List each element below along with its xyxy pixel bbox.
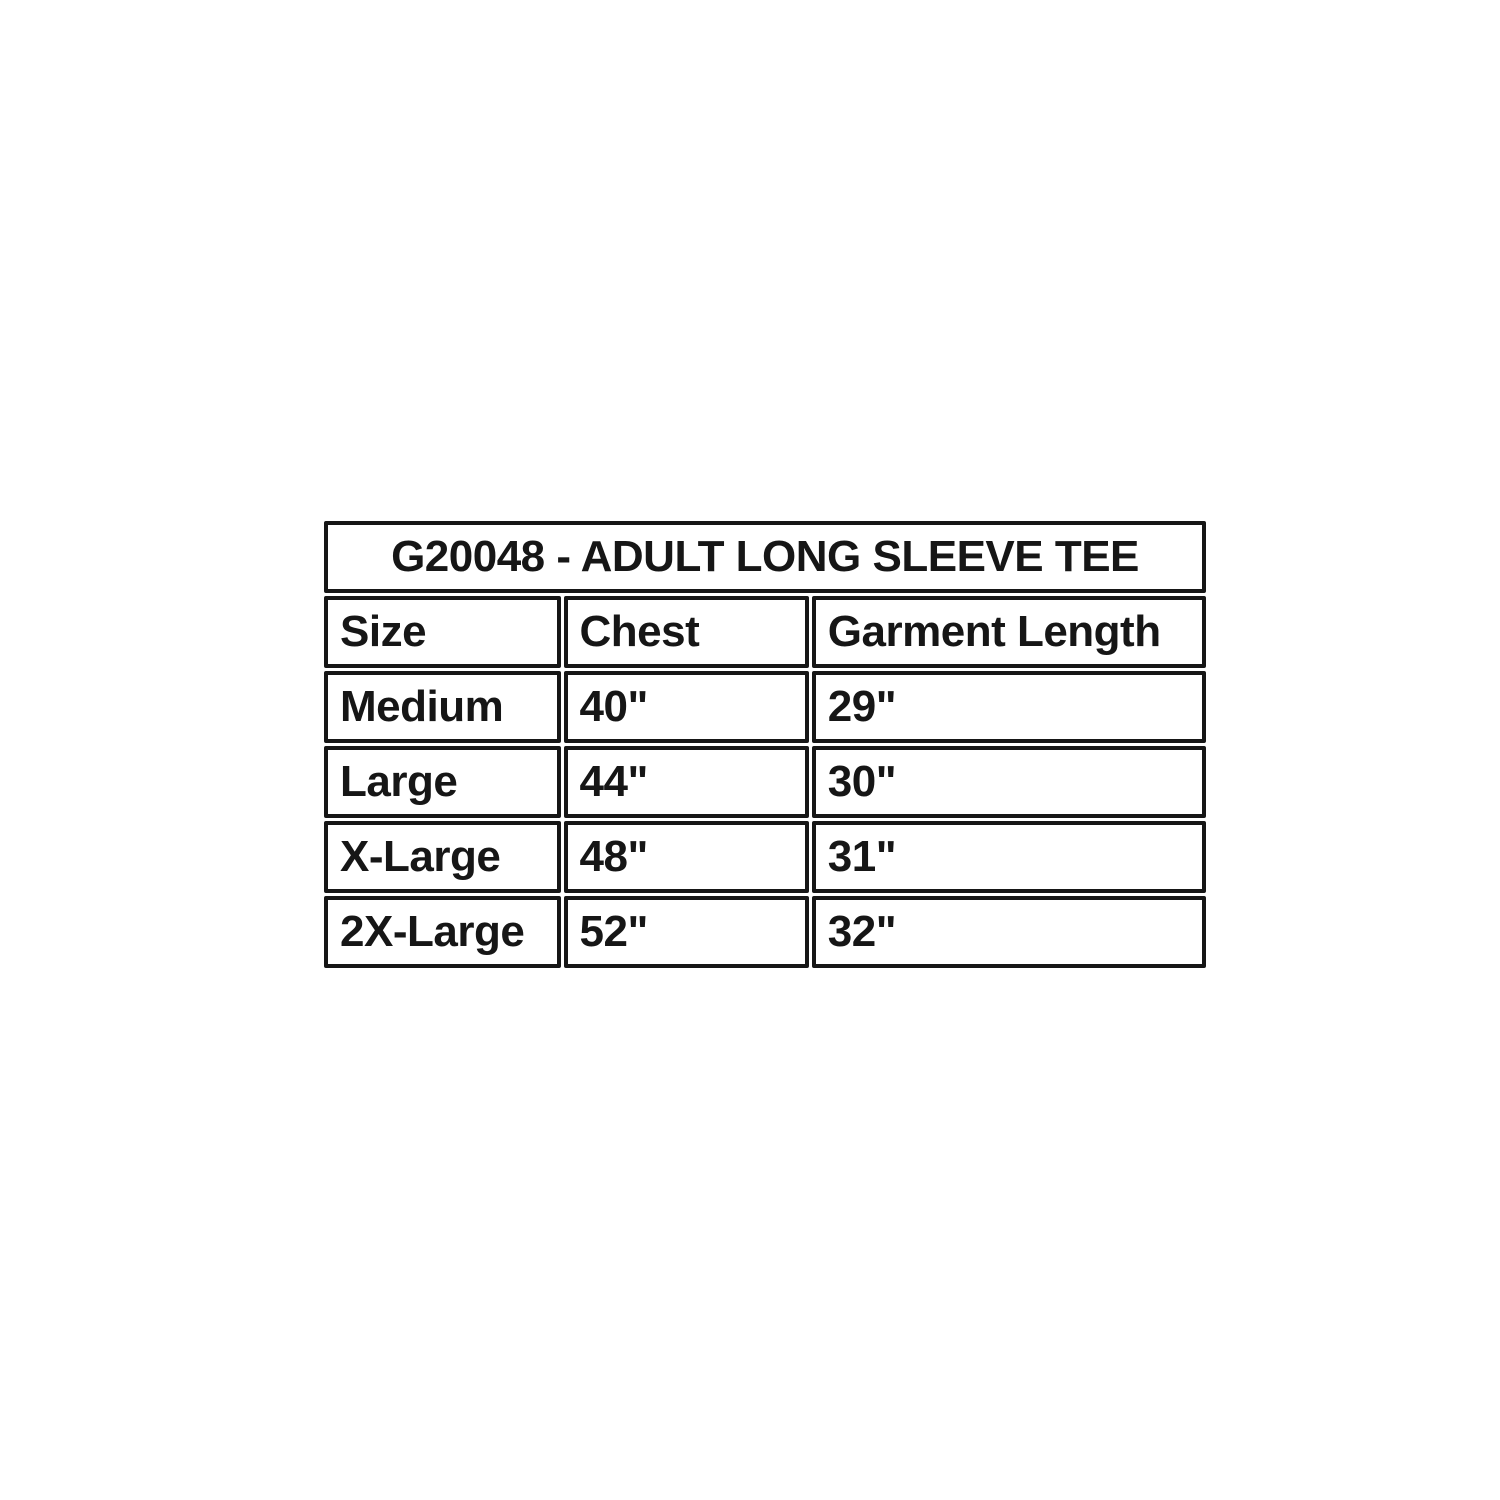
chest-cell: 40" [563, 671, 809, 743]
garment-length-cell: 30" [811, 746, 1206, 818]
table-title: G20048 - ADULT LONG SLEEVE TEE [324, 521, 1206, 593]
table-row: 2X-Large 52" 32" [324, 896, 1206, 968]
table-row: Medium 40" 29" [324, 671, 1206, 743]
chest-cell: 48" [563, 821, 809, 893]
column-header-size: Size [324, 596, 561, 668]
header-row: Size Chest Garment Length [324, 596, 1206, 668]
column-header-chest: Chest [563, 596, 809, 668]
table-row: Large 44" 30" [324, 746, 1206, 818]
column-header-garment-length: Garment Length [811, 596, 1206, 668]
size-cell: 2X-Large [324, 896, 561, 968]
table-row: X-Large 48" 31" [324, 821, 1206, 893]
title-row: G20048 - ADULT LONG SLEEVE TEE [324, 521, 1206, 593]
chest-cell: 44" [563, 746, 809, 818]
size-cell: X-Large [324, 821, 561, 893]
garment-length-cell: 32" [811, 896, 1206, 968]
size-cell: Medium [324, 671, 561, 743]
size-chart: G20048 - ADULT LONG SLEEVE TEE Size Ches… [321, 518, 1209, 971]
garment-length-cell: 29" [811, 671, 1206, 743]
size-chart-table: G20048 - ADULT LONG SLEEVE TEE Size Ches… [321, 518, 1209, 971]
size-cell: Large [324, 746, 561, 818]
garment-length-cell: 31" [811, 821, 1206, 893]
chest-cell: 52" [563, 896, 809, 968]
